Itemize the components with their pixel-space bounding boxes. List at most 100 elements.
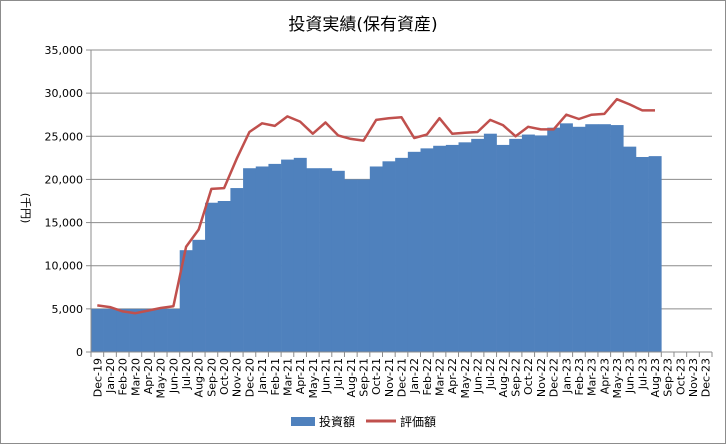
bar xyxy=(281,159,295,352)
x-tick-label: Jan-23 xyxy=(560,358,573,394)
x-tick-label: Nov-22 xyxy=(535,358,548,397)
bar xyxy=(293,157,307,352)
x-tick-label: Feb-21 xyxy=(269,358,282,395)
x-tick-label: Jan-20 xyxy=(104,358,117,394)
x-tick-label: Jun-23 xyxy=(624,358,637,394)
x-tick-label: Apr-22 xyxy=(446,358,459,394)
line-series xyxy=(97,97,655,315)
bar xyxy=(306,168,320,352)
bar xyxy=(635,156,649,352)
bar xyxy=(648,156,662,352)
x-tick-label: Jul-23 xyxy=(636,358,649,390)
x-tick-label: Jan-21 xyxy=(256,358,269,394)
bar xyxy=(509,138,523,352)
bar xyxy=(458,142,472,352)
bar xyxy=(369,166,383,352)
x-tick-label: Sep-20 xyxy=(205,358,218,397)
x-tick-label: Jul-20 xyxy=(180,358,193,390)
x-tick-label: Jul-22 xyxy=(484,358,497,390)
x-tick-label: Dec-20 xyxy=(243,358,256,397)
y-axis-label: (千円) xyxy=(19,193,32,224)
x-tick-label: Dec-22 xyxy=(548,358,561,397)
x-tick-label: Feb-22 xyxy=(421,358,434,395)
bar xyxy=(483,133,497,352)
bar xyxy=(559,123,573,352)
y-tick-label: 35,000 xyxy=(45,44,84,57)
x-tick-label: Dec-23 xyxy=(700,358,713,397)
x-tick-label: Dec-19 xyxy=(91,358,104,397)
bar xyxy=(331,170,345,352)
bar xyxy=(407,151,421,352)
bar xyxy=(534,135,548,352)
bar xyxy=(319,168,333,352)
x-tick-label: Oct-23 xyxy=(674,358,687,395)
x-tick-label: Oct-22 xyxy=(522,358,535,395)
x-tick-label: Jul-21 xyxy=(332,358,345,390)
bar xyxy=(547,127,561,353)
x-tick-label: Feb-23 xyxy=(573,358,586,395)
bar xyxy=(230,188,244,352)
bar xyxy=(395,157,409,352)
bar xyxy=(255,166,269,352)
y-tick-label: 15,000 xyxy=(45,217,84,230)
y-tick-label: 0 xyxy=(76,346,83,359)
x-tick-label: Sep-22 xyxy=(510,358,523,397)
x-tick-label: Dec-21 xyxy=(396,358,409,397)
legend-bar-label: 投資額 xyxy=(319,414,355,429)
x-tick-label: Jun-21 xyxy=(319,358,332,394)
bar xyxy=(521,134,535,352)
bar xyxy=(572,126,586,353)
bar xyxy=(344,179,358,352)
bar xyxy=(357,179,371,352)
bar xyxy=(167,308,181,352)
x-tick-label: Jun-22 xyxy=(472,358,485,394)
chart-title: 投資実績(保有資産) xyxy=(288,15,437,35)
x-tick-label: Mar-23 xyxy=(586,358,599,396)
bar xyxy=(179,250,193,352)
bar xyxy=(585,124,599,352)
bar xyxy=(496,144,510,352)
bar xyxy=(129,308,142,352)
x-tick-label: May-23 xyxy=(611,358,624,399)
bar xyxy=(420,148,434,352)
x-tick-label: Jun-20 xyxy=(167,358,180,394)
x-tick-label: Sep-21 xyxy=(357,358,370,397)
x-tick-label: Sep-23 xyxy=(662,358,675,397)
legend: 投資額 評価額 xyxy=(291,414,436,429)
x-tick-label: Aug-22 xyxy=(497,358,510,397)
bar xyxy=(192,239,206,352)
y-tick-label: 5,000 xyxy=(52,303,84,316)
x-tick-label: May-20 xyxy=(155,358,168,399)
x-tick-label: Apr-20 xyxy=(142,358,155,394)
x-tick-label: Aug-20 xyxy=(193,358,206,397)
y-tick-label: 10,000 xyxy=(45,260,84,273)
bar xyxy=(623,146,637,352)
x-tick-label: May-22 xyxy=(459,358,472,399)
y-tick-label: 25,000 xyxy=(45,130,84,143)
bar xyxy=(471,138,485,352)
bar xyxy=(205,202,219,352)
bar xyxy=(610,125,624,352)
bar xyxy=(103,308,117,352)
x-tick-label: Aug-23 xyxy=(649,358,662,397)
bar xyxy=(116,308,130,352)
x-tick-labels: Dec-19 Jan-20 Feb-20 Mar-20 Apr-20 May-20 Jun-… xyxy=(91,358,712,399)
bar xyxy=(597,124,611,352)
x-tick-label: Apr-21 xyxy=(294,358,307,394)
bar xyxy=(91,308,104,352)
y-tick-label: 20,000 xyxy=(45,173,84,186)
x-tick-label: Nov-23 xyxy=(687,358,700,397)
x-tick-label: Apr-23 xyxy=(598,358,611,394)
y-tick-label: 30,000 xyxy=(45,87,84,100)
x-tick-label: Nov-21 xyxy=(383,358,396,397)
bar xyxy=(154,308,168,352)
x-tick-label: Nov-20 xyxy=(231,358,244,397)
bar xyxy=(268,163,282,352)
bar-series xyxy=(91,123,662,353)
x-tick-label: Feb-20 xyxy=(117,358,130,395)
bar xyxy=(433,145,447,352)
bar xyxy=(243,168,257,352)
y-tick-labels: 0 5,000 10,000 15,000 20,000 25,000 30,000 35,0… xyxy=(45,44,84,359)
x-tick-label: Aug-21 xyxy=(345,358,358,397)
